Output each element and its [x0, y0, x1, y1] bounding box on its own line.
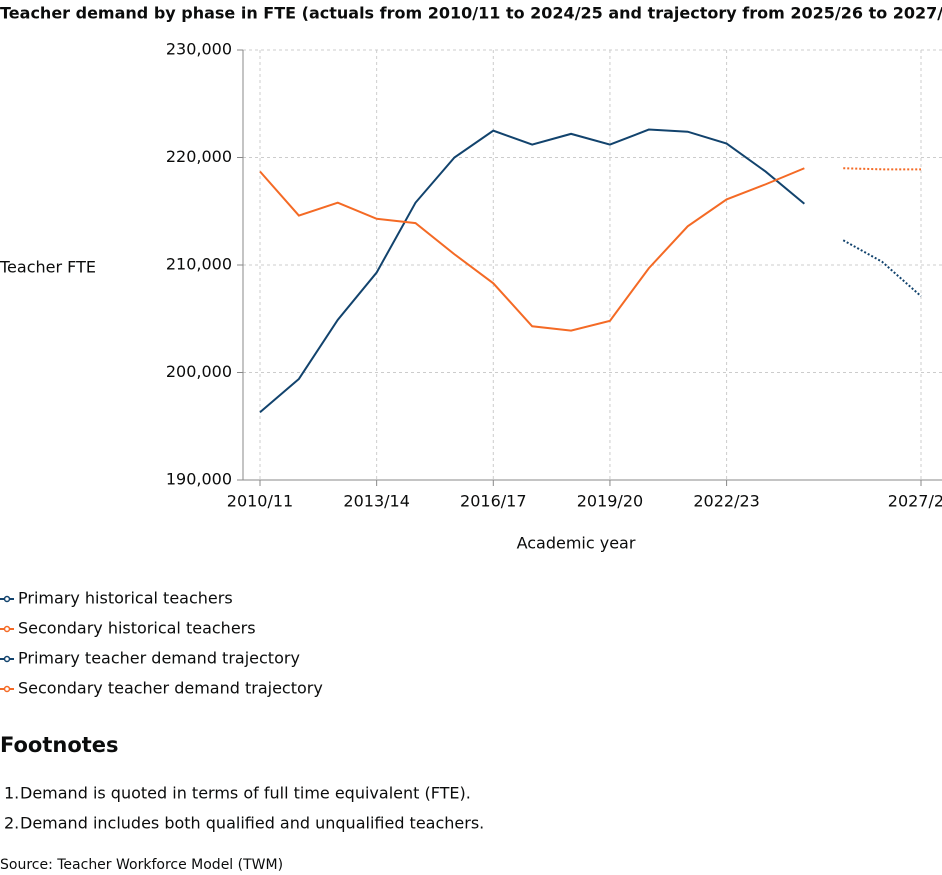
x-axis-label: Academic year [517, 534, 636, 553]
legend-label: Secondary teacher demand trajectory [18, 679, 323, 698]
x-tick-label: 2027/28 [888, 492, 942, 511]
x-tick-label: 2010/11 [227, 492, 293, 511]
series-line [842, 239, 922, 297]
series-line [843, 167, 921, 171]
footnote-number: 2. [4, 814, 19, 833]
footnote: Demand includes both qualified and unqua… [20, 814, 484, 833]
x-tick-label: 2019/20 [577, 492, 643, 511]
footnote: Demand is quoted in terms of full time e… [20, 784, 471, 803]
y-tick-label: 200,000 [166, 362, 232, 381]
y-tick-label: 220,000 [166, 147, 232, 166]
legend-label: Primary teacher demand trajectory [18, 649, 300, 668]
series-line [259, 128, 805, 414]
legend-marker [3, 595, 11, 603]
footnotes-title: Footnotes [0, 733, 119, 757]
series-line [259, 167, 805, 332]
legend-marker [3, 625, 11, 633]
legend-label: Primary historical teachers [18, 589, 233, 608]
source: Source: Teacher Workforce Model (TWM) [0, 857, 283, 873]
y-tick-label: 230,000 [166, 40, 232, 59]
legend-marker [3, 655, 11, 663]
y-tick-label: 190,000 [166, 470, 232, 489]
x-tick-label: 2016/17 [460, 492, 526, 511]
legend-marker [3, 685, 11, 693]
chart-title: Teacher demand by phase in FTE (actuals … [0, 4, 942, 23]
x-tick-label: 2022/23 [693, 492, 759, 511]
y-tick-label: 210,000 [166, 255, 232, 274]
y-axis-label: Teacher FTE [0, 258, 96, 277]
legend-label: Secondary historical teachers [18, 619, 256, 638]
x-tick-label: 2013/14 [343, 492, 409, 511]
footnote-number: 1. [4, 784, 19, 803]
